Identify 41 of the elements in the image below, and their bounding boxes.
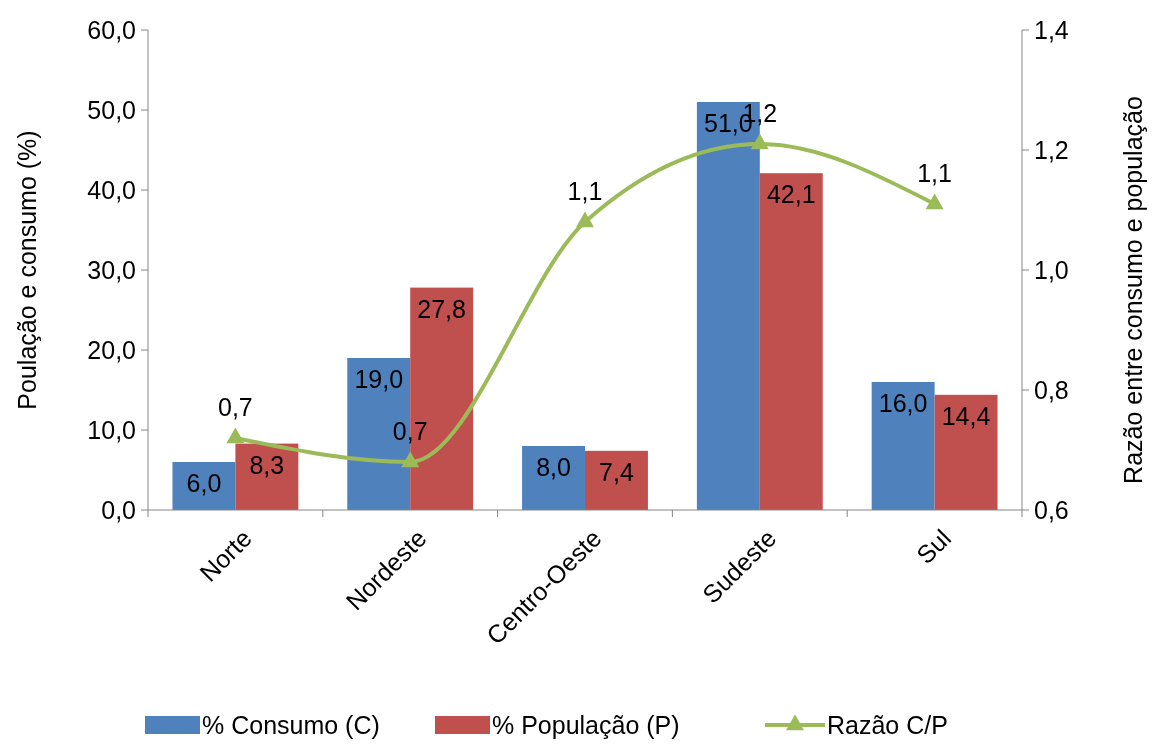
legend-label: % Consumo (C) bbox=[202, 711, 380, 739]
y2-tick-label: 0,8 bbox=[1034, 376, 1069, 404]
data-label: 0,7 bbox=[392, 417, 428, 445]
legend-label: % População (P) bbox=[492, 711, 680, 739]
point bbox=[925, 193, 944, 210]
data-label: 7,4 bbox=[599, 457, 634, 486]
data-label: 1,1 bbox=[567, 177, 603, 205]
y-tick-label: 50,0 bbox=[87, 96, 136, 124]
y2-tick-label: 1,2 bbox=[1034, 136, 1069, 164]
bar bbox=[585, 450, 648, 510]
y-tick-label: 30,0 bbox=[87, 256, 136, 284]
y-axis-title: Poulação e consumo (%) bbox=[13, 130, 41, 410]
y-tick-label: 40,0 bbox=[87, 176, 136, 204]
point bbox=[576, 211, 594, 228]
data-label: 0,7 bbox=[218, 393, 253, 421]
data-label: 8,0 bbox=[536, 453, 571, 481]
y2-tick-label: 1,4 bbox=[1034, 16, 1069, 44]
data-label: 16,0 bbox=[878, 389, 928, 417]
bar bbox=[934, 394, 998, 510]
data-label: 27,8 bbox=[417, 294, 466, 323]
y2-tick-label: 0,6 bbox=[1034, 496, 1069, 524]
y-tick-label: 10,0 bbox=[87, 416, 136, 444]
data-label: 8,3 bbox=[249, 450, 285, 479]
data-label: 1,1 bbox=[917, 159, 952, 187]
y-tick-label: 20,0 bbox=[87, 336, 136, 364]
y-tick-label: 0,0 bbox=[101, 496, 136, 524]
data-label: 42,1 bbox=[766, 180, 816, 209]
y2-axis-title: Razão entre consumo e população bbox=[1119, 96, 1147, 484]
point bbox=[750, 133, 769, 150]
bar bbox=[759, 173, 823, 510]
point bbox=[226, 427, 245, 444]
legend-label: Razão C/P bbox=[827, 711, 948, 739]
bar bbox=[522, 446, 585, 510]
data-label: 19,0 bbox=[354, 365, 404, 393]
x-tick-label: Sul bbox=[910, 523, 957, 570]
data-label: 14,4 bbox=[941, 401, 991, 430]
y2-tick-label: 1,0 bbox=[1034, 256, 1069, 284]
point bbox=[401, 451, 420, 468]
y-tick-label: 60,0 bbox=[87, 16, 136, 44]
data-label: 6,0 bbox=[186, 469, 222, 497]
bar bbox=[871, 382, 935, 510]
